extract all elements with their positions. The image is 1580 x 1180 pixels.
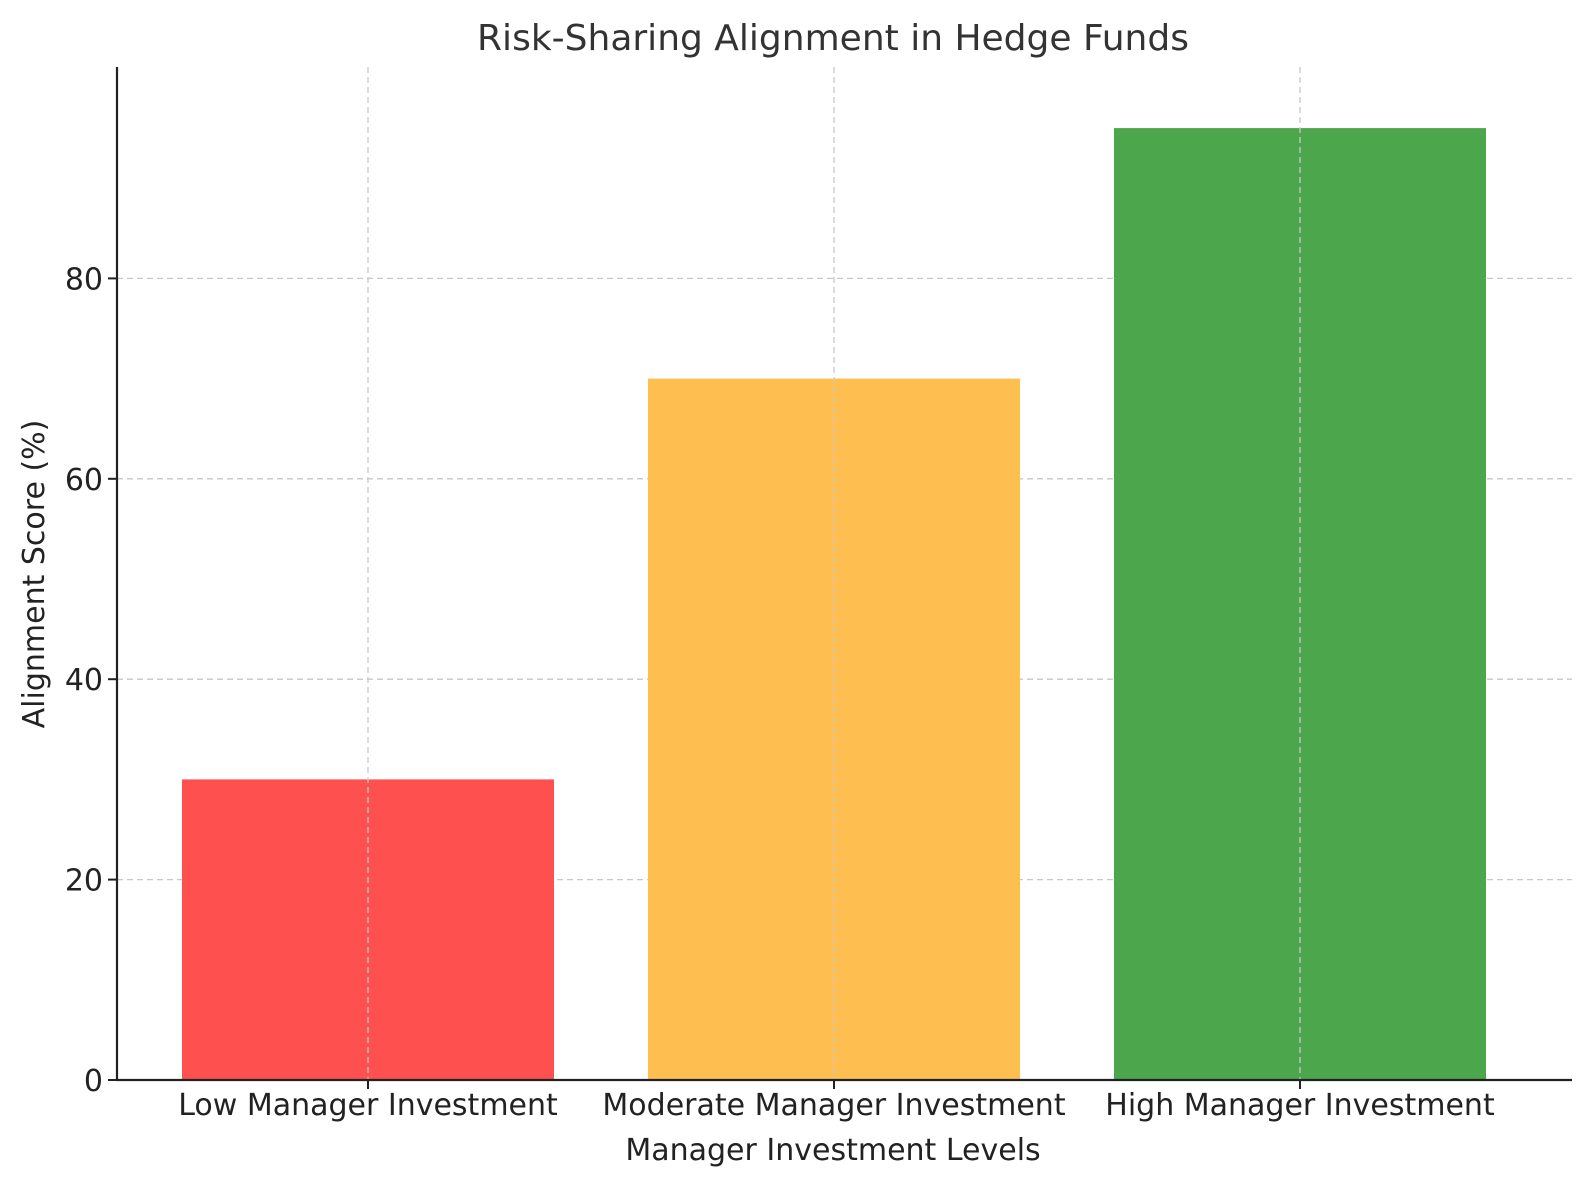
x-ticks: Low Manager Investment Moderate Manager I… [178,1080,1495,1123]
y-ticks: 0 20 40 60 80 [65,262,117,1099]
y-tick-label: 40 [65,663,103,698]
y-tick-label: 60 [65,463,103,498]
y-tick-label: 0 [84,1064,103,1099]
chart-title: Risk-Sharing Alignment in Hedge Funds [477,18,1189,59]
y-tick-label: 20 [65,864,103,899]
x-tick-label: High Manager Investment [1105,1088,1495,1123]
vertical-grid [367,67,1301,1080]
x-tick-label: Low Manager Investment [178,1088,558,1123]
x-axis-label: Manager Investment Levels [625,1133,1040,1168]
x-tick-label: Moderate Manager Investment [602,1088,1065,1123]
y-tick-label: 80 [65,262,103,297]
axes [115,67,1572,1082]
y-axis-label: Alignment Score (%) [17,420,52,729]
